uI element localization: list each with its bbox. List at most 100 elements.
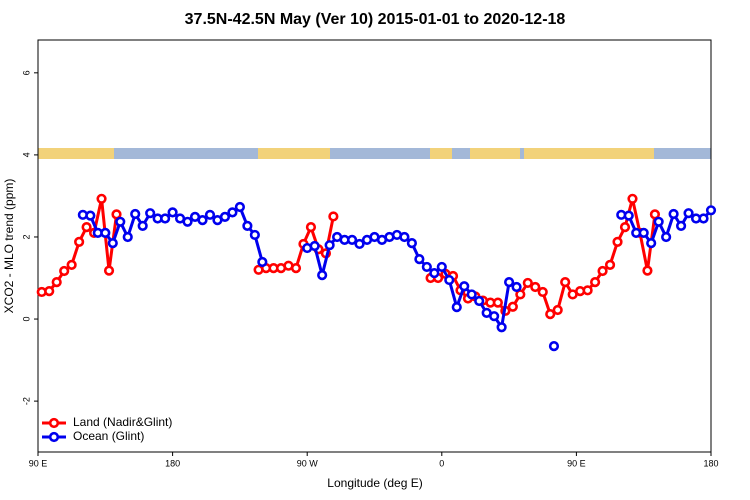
point	[642, 265, 653, 276]
point	[81, 222, 92, 233]
plot-frame	[37, 39, 712, 453]
point	[627, 193, 638, 204]
point	[459, 281, 470, 292]
point	[619, 222, 631, 233]
point	[227, 207, 238, 218]
point	[530, 281, 541, 293]
chart-title: 37.5N-42.5N May (Ver 10) 2015-01-01 to 2…	[185, 11, 566, 28]
point	[85, 210, 96, 221]
point	[305, 222, 317, 233]
point	[474, 295, 485, 307]
point	[74, 236, 85, 247]
point	[182, 216, 193, 227]
point	[354, 238, 365, 250]
point	[197, 215, 208, 226]
point	[582, 285, 593, 296]
y-axis-title: XCO2 - MLO trend (ppm)	[2, 179, 16, 314]
legend-marker	[48, 431, 60, 443]
point	[522, 277, 533, 289]
point	[137, 220, 148, 231]
x-tick-label: 90 W	[297, 458, 319, 468]
y-tick-label: 6	[21, 70, 31, 75]
point	[107, 238, 118, 249]
point	[160, 213, 171, 224]
point	[44, 286, 55, 297]
point	[504, 277, 515, 288]
point	[489, 311, 500, 322]
x-tick-label: 90 E	[567, 458, 586, 468]
series-line	[82, 204, 713, 332]
point	[406, 238, 417, 249]
point	[515, 289, 526, 300]
point	[545, 309, 556, 320]
point	[309, 240, 320, 252]
point	[429, 267, 440, 279]
x-tick-label: 180	[703, 458, 718, 468]
point	[492, 297, 503, 308]
point	[115, 216, 126, 227]
point	[705, 205, 717, 216]
point	[242, 220, 253, 231]
y-tick-label: 4	[21, 152, 31, 157]
point	[597, 265, 608, 277]
point	[548, 341, 560, 352]
point	[496, 322, 507, 333]
y-tick-label: 2	[21, 234, 31, 239]
point	[100, 227, 111, 238]
point	[683, 208, 694, 219]
point	[111, 209, 122, 220]
point	[560, 277, 571, 288]
point	[346, 234, 358, 245]
x-tick-label: 0	[439, 458, 444, 468]
point	[234, 201, 245, 213]
point	[511, 281, 522, 293]
point	[59, 265, 70, 277]
point	[668, 208, 679, 220]
x-axis-title: Longitude (deg E)	[327, 476, 422, 490]
point	[122, 231, 133, 243]
point	[623, 210, 634, 221]
point	[649, 209, 661, 220]
point	[653, 216, 664, 227]
point	[675, 220, 687, 231]
point	[328, 211, 339, 222]
point	[507, 301, 518, 312]
point	[604, 259, 616, 270]
point	[698, 213, 709, 224]
point	[638, 227, 649, 238]
point	[444, 274, 455, 286]
map-strip	[38, 148, 711, 159]
legend-label: Ocean (Glint)	[73, 429, 144, 443]
x-tick-label: 90 E	[29, 458, 48, 468]
point	[436, 261, 447, 273]
point	[219, 211, 231, 222]
point	[257, 256, 268, 268]
point	[552, 304, 563, 316]
point	[249, 229, 260, 241]
legend-label: Land (Nadir&Glint)	[73, 415, 172, 429]
point	[589, 277, 601, 288]
point	[466, 289, 477, 300]
point	[130, 208, 141, 220]
point	[399, 231, 410, 243]
point	[204, 209, 216, 220]
point	[661, 231, 672, 243]
point	[66, 259, 77, 270]
point	[451, 302, 462, 313]
point	[167, 207, 178, 218]
y-tick-label: -2	[21, 397, 31, 405]
point	[421, 261, 432, 273]
point	[317, 270, 328, 281]
point	[646, 238, 657, 249]
point	[145, 208, 156, 219]
point	[51, 277, 62, 288]
x-tick-label: 180	[165, 458, 180, 468]
point	[290, 263, 302, 274]
y-tick-label: 0	[21, 317, 31, 322]
point	[414, 254, 425, 265]
point	[612, 236, 623, 247]
point	[324, 240, 335, 251]
legend-marker	[48, 417, 60, 429]
point	[537, 286, 548, 298]
